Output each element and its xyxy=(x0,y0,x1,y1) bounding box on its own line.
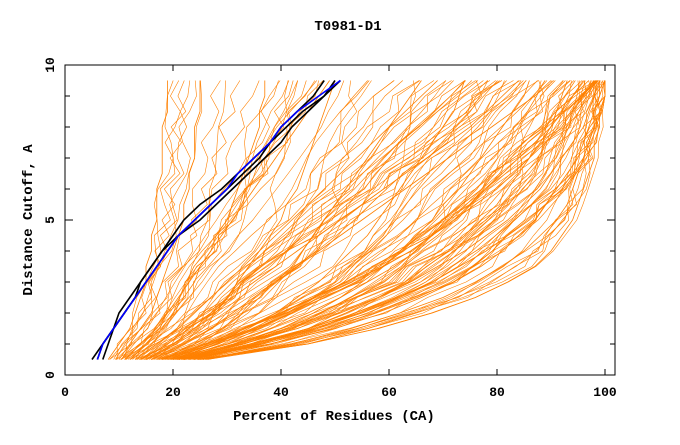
series-line-model-16 xyxy=(183,80,606,360)
series-line-model-19-blend xyxy=(198,80,600,360)
series-line-model-9-blend xyxy=(158,80,524,360)
series-line-model-18 xyxy=(194,80,568,360)
series-line-model-3-blend xyxy=(135,80,281,360)
series-line-model-14-blend xyxy=(175,80,564,360)
ticks-layer: 0 20 40 60 80 100 0 5 10 xyxy=(43,57,617,400)
series-line-model-8-blend xyxy=(159,80,539,360)
series-line-model-9-blend xyxy=(164,80,548,360)
series-line-model-10-blend xyxy=(160,80,598,360)
series-line-model-12-blend xyxy=(177,80,538,360)
series-line-model-11-blend xyxy=(170,80,488,360)
series-line-model-6-blend xyxy=(139,80,498,360)
series-line-model-14-blend xyxy=(178,80,575,360)
series-line-model-10-blend xyxy=(172,80,599,360)
series-line-model-5-blend xyxy=(144,80,491,360)
series-line-model-16-blend xyxy=(179,80,606,360)
x-tick-label: 60 xyxy=(381,385,397,400)
series-line-model-3-blend xyxy=(125,80,324,360)
series-line-model-9-blend xyxy=(158,80,476,360)
series-line-model-1-blend xyxy=(116,80,181,360)
series-line-model-4-blend xyxy=(136,80,370,360)
series-line-model-8 xyxy=(151,80,552,360)
series-line-model-1-blend xyxy=(113,80,187,360)
series-line-model-12-blend xyxy=(175,80,505,360)
series-line-model-1-blend xyxy=(109,80,191,360)
series-line-model-17-blend xyxy=(192,80,591,360)
x-tick-label: 80 xyxy=(489,385,505,400)
series-line-model-19-blend xyxy=(202,80,604,360)
x-tick-label: 100 xyxy=(593,385,617,400)
series-line-model-18-blend xyxy=(202,80,587,360)
series-line-model-7-blend xyxy=(147,80,527,360)
y-tick-label: 10 xyxy=(43,57,58,73)
y-axis-label: Distance Cutoff, A xyxy=(21,144,37,296)
series-line-model-12-blend xyxy=(169,80,489,360)
x-tick-label: 0 xyxy=(61,385,69,400)
series-line-model-4-blend xyxy=(130,80,345,360)
series-line-model-20-blend xyxy=(129,80,291,360)
series-line-model-7 xyxy=(145,80,336,360)
series-line-highlight-black-3 xyxy=(102,80,336,360)
series-line-model-1-blend xyxy=(115,80,203,360)
series-line-model-7-blend xyxy=(150,80,435,360)
series-line-highlight-blue xyxy=(96,79,341,360)
series-line-model-2-blend xyxy=(115,80,279,360)
series-line-model-12-blend xyxy=(171,80,554,360)
series-line-model-5-blend xyxy=(129,80,454,360)
y-tick-label: 5 xyxy=(43,216,58,224)
series-line-model-10-blend xyxy=(170,80,599,360)
series-line-model-20-blend xyxy=(121,80,226,360)
series-line-model-4-blend xyxy=(136,80,420,360)
series-line-model-20-blend xyxy=(163,80,416,360)
series-line-model-2-blend xyxy=(125,80,221,360)
series-line-model-11-blend xyxy=(175,80,507,360)
series-line-model-4 xyxy=(129,80,266,360)
series-line-model-1-blend xyxy=(114,80,174,360)
series-line-model-10-blend xyxy=(157,80,597,360)
x-tick-label: 20 xyxy=(165,385,181,400)
series-line-model-5-blend xyxy=(141,80,502,360)
series-line-model-18-blend xyxy=(190,80,576,360)
series-line-model-11-blend xyxy=(176,80,526,360)
series-line-model-9-blend xyxy=(164,80,452,360)
curves-layer xyxy=(91,79,606,360)
series-line-model-17 xyxy=(189,80,606,360)
series-line-model-20-blend xyxy=(183,80,483,360)
series-line-model-15 xyxy=(183,80,530,360)
series-line-model-18-blend xyxy=(198,80,595,360)
x-tick-label: 40 xyxy=(273,385,289,400)
series-line-model-10-blend xyxy=(159,80,597,360)
series-line-model-19-blend xyxy=(201,80,606,360)
series-line-model-11-blend xyxy=(165,80,564,360)
series-line-model-6-blend xyxy=(146,80,473,360)
series-line-model-19-blend xyxy=(207,80,606,360)
series-line-model-4-blend xyxy=(139,80,395,360)
series-line-model-4-blend xyxy=(125,80,294,360)
series-line-model-2-blend xyxy=(121,80,241,360)
series-line-model-19-blend xyxy=(207,80,606,360)
y-tick-label: 0 xyxy=(43,371,58,379)
series-line-model-14-blend xyxy=(177,80,553,360)
series-line-model-15-blend xyxy=(181,80,556,360)
series-line-model-2-blend xyxy=(116,80,260,360)
series-line-model-8-blend xyxy=(155,80,465,360)
series-line-model-20-blend xyxy=(144,80,358,360)
chart-title: T0981-D1 xyxy=(314,19,381,35)
series-line-model-7-blend xyxy=(153,80,403,360)
x-axis-label: Percent of Residues (CA) xyxy=(233,409,435,425)
series-line-model-15-blend xyxy=(178,80,576,360)
series-line-model-20-blend xyxy=(197,80,545,360)
series-line-model-18-blend xyxy=(193,80,601,360)
series-line-model-6-blend xyxy=(146,80,421,360)
series-line-model-8-blend xyxy=(157,80,521,360)
series-line-model-20 xyxy=(205,80,600,360)
series-line-model-2 xyxy=(118,80,201,360)
series-line-model-19-blend xyxy=(198,80,603,360)
series-line-model-15-blend xyxy=(177,80,566,360)
series-line-model-5-blend xyxy=(141,80,479,360)
